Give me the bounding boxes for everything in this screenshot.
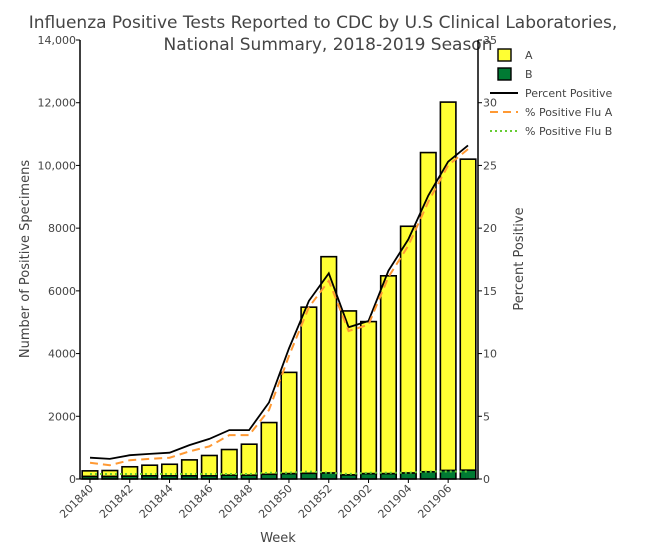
y2-axis-title: Percent Positive (512, 207, 527, 310)
chart-title: Influenza Positive Tests Reported to CDC… (29, 13, 618, 33)
legend-swatch (497, 48, 512, 62)
chart-subtitle: National Summary, 2018-2019 Season (164, 35, 493, 55)
y-tick-label: 6000 (48, 285, 76, 298)
bars-layer (81, 101, 477, 480)
bar-flu-a (399, 225, 417, 474)
bar-flu-b (320, 472, 338, 480)
legend-label: Percent Positive (525, 87, 613, 100)
x-tick-label: 201904 (376, 482, 415, 521)
line-percent-flu-b (90, 470, 468, 476)
y-tick-label: 2000 (48, 410, 76, 423)
x-tick-label: 201840 (57, 482, 96, 521)
y-tick-label: 14,000 (38, 34, 77, 47)
bar-flu-a (260, 421, 278, 476)
y-tick-label: 8000 (48, 222, 76, 235)
x-tick-label: 201902 (336, 482, 375, 521)
x-axis-title: Week (260, 531, 296, 546)
bar-flu-a (300, 306, 318, 475)
bar-flu-a (340, 310, 358, 476)
bar-flu-a (240, 443, 258, 477)
bar-flu-b (399, 472, 417, 480)
y2-tick-label: 10 (483, 348, 497, 361)
x-tick-label: 201906 (415, 482, 454, 521)
y2-tick-label: 15 (483, 285, 497, 298)
y2-tick-label: 0 (483, 473, 490, 486)
legend-label: % Positive Flu A (525, 106, 613, 119)
bar-flu-b (300, 472, 318, 480)
bar-flu-a (459, 158, 477, 472)
bar-flu-a (379, 275, 398, 475)
bar-flu-b (260, 473, 278, 480)
line-percent-positive (89, 144, 469, 460)
y2-tick-label: 5 (483, 410, 490, 423)
bar-flu-a (280, 371, 298, 475)
y2-tick-label: 25 (483, 159, 497, 172)
bar-flu-a (200, 454, 218, 477)
y2-tick-label: 20 (483, 222, 497, 235)
y-axis-title: Number of Positive Specimens (18, 160, 33, 358)
y2-tick-label: 35 (483, 34, 497, 47)
legend-label: B (525, 68, 533, 81)
bar-flu-a (160, 463, 179, 477)
y2-tick-label: 30 (483, 97, 497, 110)
line-percent-flu-a (89, 148, 469, 467)
legend-swatch (497, 67, 512, 81)
x-tick-label: 201852 (296, 482, 335, 521)
x-tick-label: 201850 (256, 482, 295, 521)
y-tick-label: 4000 (48, 348, 76, 361)
bar-flu-b (419, 470, 437, 480)
x-tick-label: 201846 (177, 482, 216, 521)
y-tick-label: 0 (69, 473, 76, 486)
x-tick-label: 201844 (137, 482, 176, 521)
bar-flu-a (220, 448, 238, 477)
bar-flu-a (180, 459, 199, 477)
legend-label: A (525, 49, 533, 62)
bar-flu-b (340, 474, 358, 480)
y-tick-label: 10,000 (38, 159, 77, 172)
x-tick-label: 201842 (97, 482, 136, 521)
lines-layer (89, 144, 469, 476)
bar-flu-b (359, 472, 378, 480)
legend-label: % Positive Flu B (525, 125, 612, 138)
bar-flu-b (439, 469, 457, 480)
bar-flu-a (359, 320, 378, 475)
bar-flu-b (280, 472, 298, 480)
bar-flu-b (459, 469, 477, 480)
y-tick-label: 12,000 (38, 97, 77, 110)
bar-flu-b (379, 472, 398, 480)
legend: AB Percent Positive % Positive Flu A % Posi… (490, 48, 613, 138)
x-tick-label: 201848 (216, 482, 255, 521)
